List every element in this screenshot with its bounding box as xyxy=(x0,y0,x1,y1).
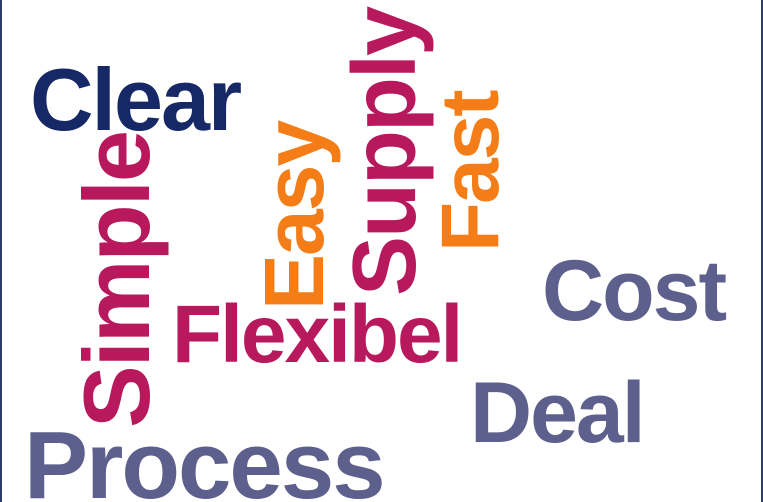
word-fast: Fast xyxy=(425,91,516,252)
word-easy: Easy xyxy=(247,121,341,310)
word-cost: Cost xyxy=(542,243,727,339)
word-clear: Clear xyxy=(30,50,242,149)
word-process: Process xyxy=(24,412,386,502)
word-flexibel: Flexibel xyxy=(172,289,463,380)
word-simple: Simple xyxy=(64,131,169,428)
word-supply: Supply xyxy=(335,7,435,296)
word-deal: Deal xyxy=(470,365,646,461)
